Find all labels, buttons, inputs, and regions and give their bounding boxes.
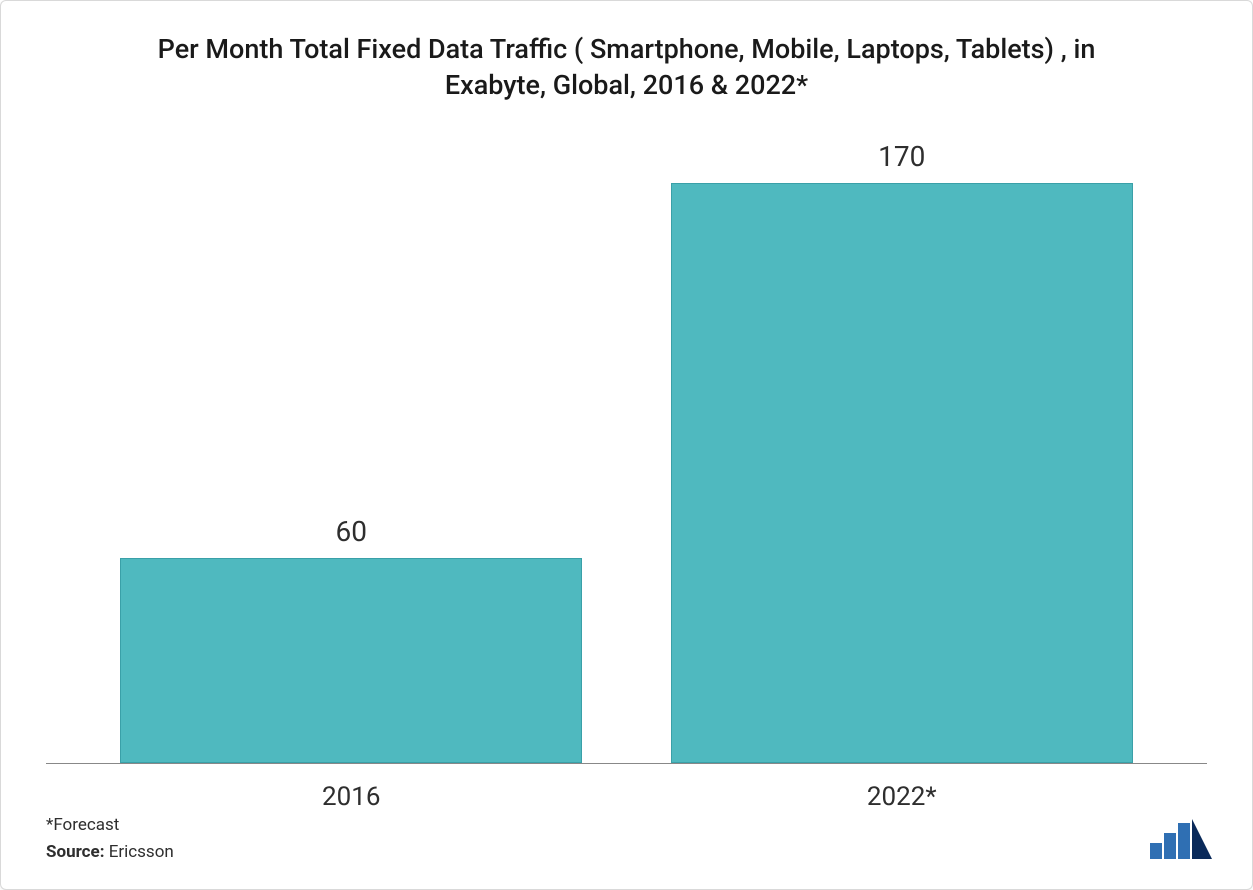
chart-title: Per Month Total Fixed Data Traffic ( Sma… [147, 31, 1107, 104]
bar-slot-0: 60 [120, 515, 582, 763]
chart-footer: *Forecast Source: Ericsson [46, 812, 174, 865]
bar-value-0: 60 [336, 515, 367, 548]
plot-area: 60 170 [46, 124, 1207, 764]
source-label: Source: [46, 842, 104, 862]
mordor-logo-icon [1150, 819, 1212, 859]
chart-card: Per Month Total Fixed Data Traffic ( Sma… [0, 0, 1253, 890]
bar-slot-1: 170 [671, 140, 1133, 763]
x-label-1: 2022* [671, 782, 1133, 812]
forecast-note: *Forecast [46, 812, 174, 838]
source-value: Ericsson [109, 842, 174, 862]
bar-1 [671, 183, 1133, 763]
x-axis: 2016 2022* [46, 764, 1207, 812]
source-line: Source: Ericsson [46, 839, 174, 865]
bar-value-1: 170 [878, 140, 925, 173]
x-label-0: 2016 [120, 782, 582, 812]
bar-0 [120, 558, 582, 763]
